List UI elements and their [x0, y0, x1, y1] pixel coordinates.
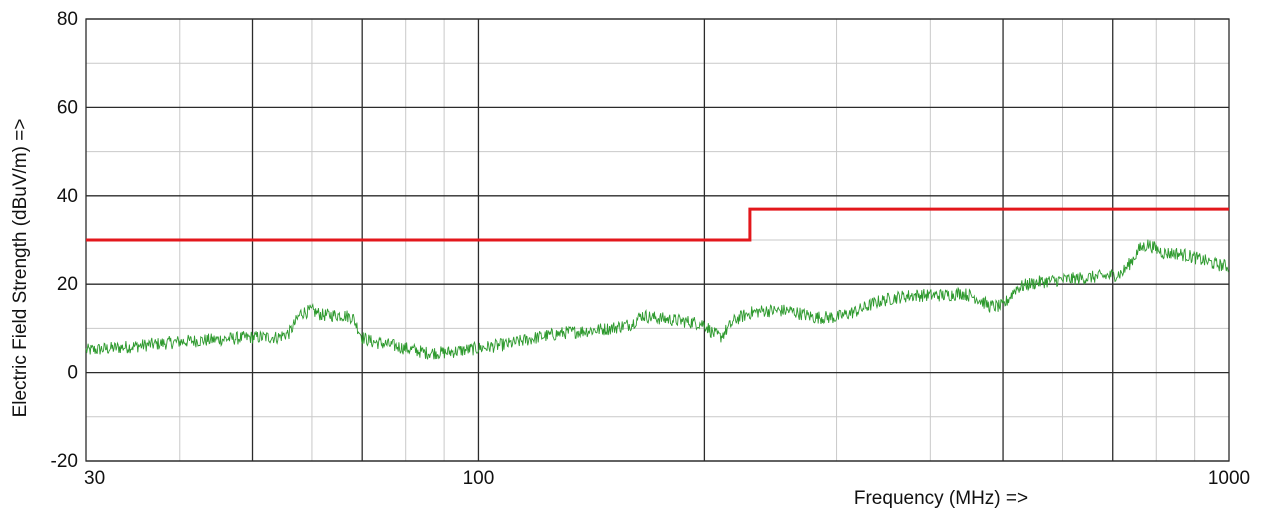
limit-line [86, 207, 1229, 242]
y-tick-label: 0 [67, 363, 78, 384]
y-tick-label: 60 [57, 97, 78, 118]
x-tick-label: 1000 [1208, 468, 1250, 489]
y-tick-label: 80 [57, 9, 78, 30]
y-tick-label: -20 [51, 451, 78, 472]
y-axis-label: Electric Field Strength (dBuV/m) => [10, 119, 31, 418]
y-tick-labels: 80 60 40 20 0 -20 [51, 9, 78, 472]
y-tick-label: 40 [57, 186, 78, 207]
y-tick-label: 20 [57, 274, 78, 295]
series-layer [85, 207, 1229, 360]
x-tick-label: 100 [463, 468, 495, 489]
x-tick-labels: 30 100 1000 [84, 468, 1250, 489]
measurement-trace [85, 239, 1229, 360]
x-axis-label: Frequency (MHz) => [854, 488, 1028, 509]
x-tick-label: 30 [84, 468, 105, 489]
